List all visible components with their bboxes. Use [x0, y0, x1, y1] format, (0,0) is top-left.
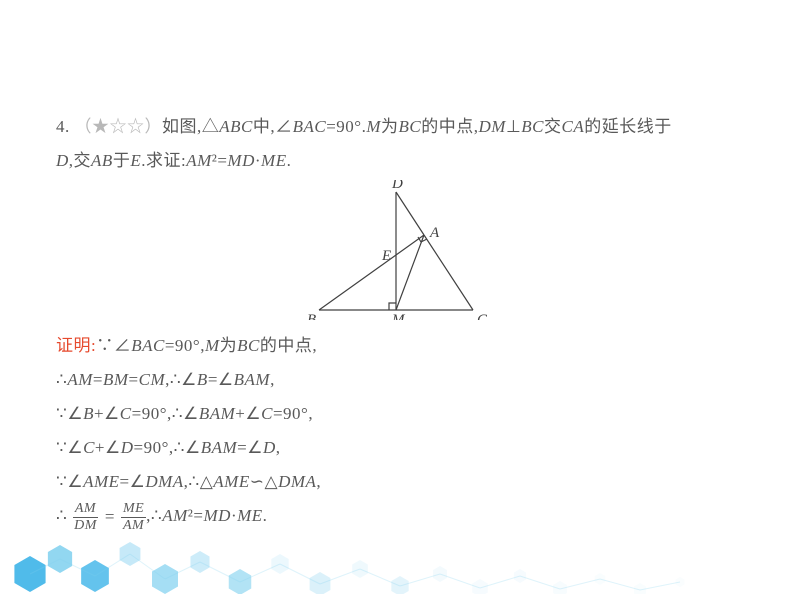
proof-line-2: ∴AM=BM=CM,∴∠B=∠BAM, [56, 363, 738, 397]
svg-text:C: C [477, 312, 487, 320]
proof-line-5: ∵∠AME=∠DMA,∴△AME∽△DMA, [56, 465, 738, 499]
problem-line-1: 4. （★☆☆）如图,△ABC中,∠BAC=90°.M为BC的中点,DM⊥BC交… [56, 110, 738, 144]
svg-text:A: A [429, 225, 440, 241]
problem-number: 4. [56, 117, 70, 136]
svg-text:M: M [391, 312, 406, 320]
svg-text:E: E [381, 248, 391, 264]
figure-container: D A E B M C [56, 180, 738, 325]
page-content: 4. （★☆☆）如图,△ABC中,∠BAC=90°.M为BC的中点,DM⊥BC交… [56, 110, 738, 534]
triangle-figure: D A E B M C [307, 180, 487, 320]
fraction-2: ME AM [121, 501, 146, 533]
fraction-1: AM DM [72, 501, 99, 533]
proof-line-4: ∵∠C+∠D=90°,∴∠BAM=∠D, [56, 431, 738, 465]
difficulty-stars: （★☆☆） [75, 117, 163, 136]
svg-text:D: D [391, 180, 403, 192]
svg-text:B: B [307, 312, 316, 320]
proof-line-6: ∴ AM DM = ME AM ,∴AM²=MD·ME. [56, 499, 738, 534]
problem-line-2: D,交AB于E.求证:AM²=MD·ME. [56, 144, 738, 178]
proof-line-1: 证明:∵∠BAC=90°,M为BC的中点, [56, 329, 738, 363]
proof-line-3: ∵∠B+∠C=90°,∴∠BAM+∠C=90°, [56, 397, 738, 431]
fraction-equation: AM DM = ME AM [72, 500, 146, 534]
proof-label: 证明: [56, 336, 96, 355]
